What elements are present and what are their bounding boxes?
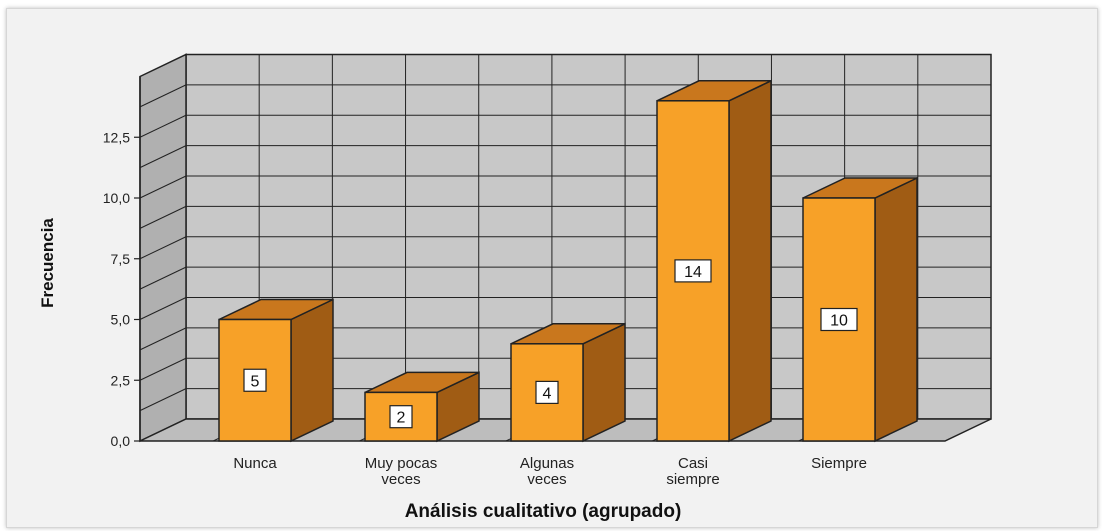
x-tick-label: siempre (666, 471, 719, 488)
h-gridline-side (139, 236, 187, 260)
data-label: 10 (830, 313, 848, 330)
data-label-box (820, 307, 858, 332)
data-label-box (674, 259, 712, 283)
h-gridline-side (139, 114, 187, 138)
y-tick-label: 7,5 (111, 251, 131, 267)
bar-side (290, 298, 334, 443)
x-tick-label: Muy pocas (365, 455, 438, 472)
y-axis-ticks: 0,0 2,5 5,0 7,5 10,0 12,5 (103, 76, 141, 449)
data-label-box (535, 380, 559, 404)
x-axis-title: Análisis cualitativo (agrupado) (405, 501, 682, 522)
h-gridline-side (139, 145, 187, 169)
bar: 14 (656, 79, 772, 443)
y-tick-label: 2,5 (111, 372, 131, 388)
data-label-box (243, 368, 267, 392)
bar: 10 (802, 176, 918, 443)
h-gridline-side (139, 327, 187, 351)
data-label: 14 (684, 264, 702, 281)
y-tick-label: 10,0 (103, 190, 130, 206)
h-gridline-side (139, 297, 187, 320)
data-label: 4 (543, 385, 552, 402)
data-label-box (389, 405, 413, 429)
y-tick-label: 0,0 (111, 433, 131, 449)
h-gridline-side (139, 388, 187, 412)
h-gridline-side (139, 205, 187, 229)
h-gridline-side (139, 266, 187, 290)
data-label: 2 (397, 410, 406, 427)
bar: 4 (510, 322, 626, 443)
x-tick-label: Nunca (233, 455, 277, 472)
x-tick-label: Casi (678, 455, 708, 472)
h-gridline-side (139, 357, 187, 381)
y-tick-label: 5,0 (111, 312, 131, 328)
bar: 5 (218, 298, 334, 443)
bar-side (728, 79, 772, 443)
y-axis-title: Frecuencia (38, 218, 57, 308)
h-gridline-side (139, 175, 187, 199)
x-tick-label: Algunas (520, 455, 574, 472)
x-tick-label: veces (381, 471, 420, 488)
bar-side (874, 176, 918, 443)
h-gridline-side (139, 84, 187, 108)
x-tick-label: veces (527, 471, 566, 488)
y-tick-label: 12,5 (103, 129, 130, 145)
bar: 2 (364, 371, 480, 443)
chart-bars: 5 2 4 14 10 (218, 79, 918, 443)
x-tick-label: Siempre (811, 455, 867, 472)
bar-front (218, 318, 292, 442)
x-axis-ticks: Nunca Muy pocasvecesAlgunasvecesCasisiemp… (233, 455, 867, 488)
data-label: 5 (251, 373, 260, 390)
